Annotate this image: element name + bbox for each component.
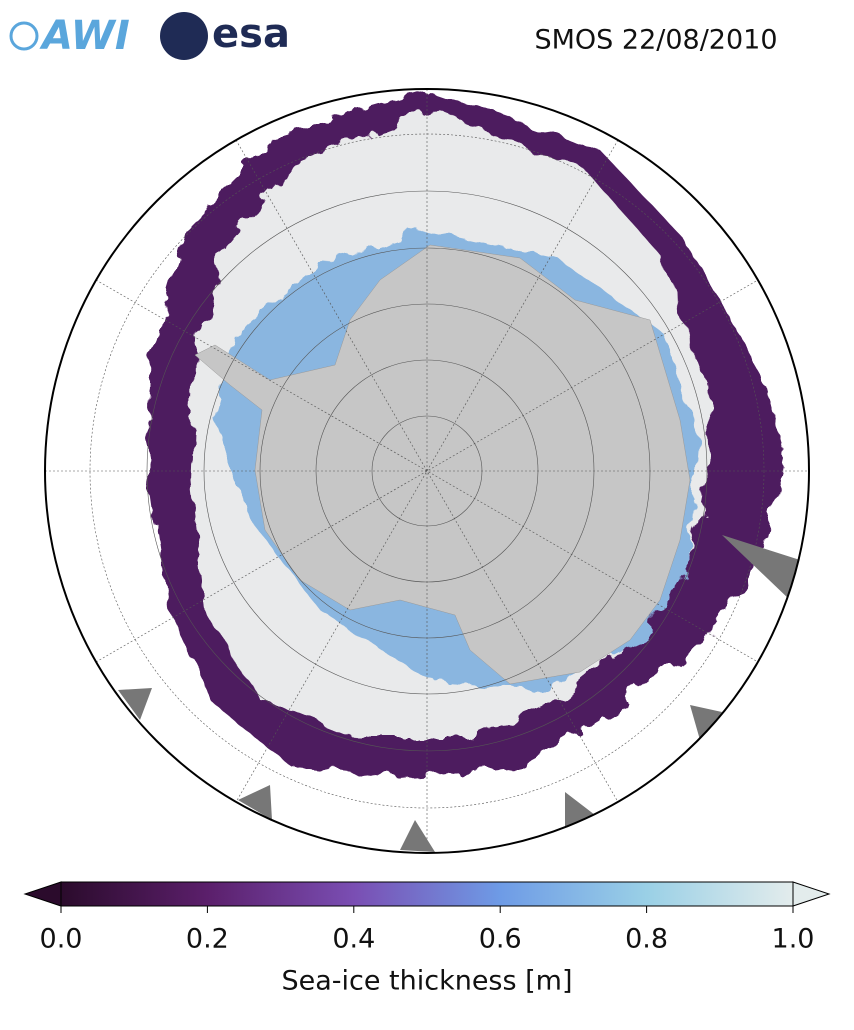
- esa-mark: [160, 12, 208, 60]
- tick-label: 0.0: [40, 924, 83, 955]
- tick-label: 0.2: [186, 924, 229, 955]
- awi-globe: [9, 21, 39, 51]
- extend-low: [23, 881, 62, 907]
- colorbar: 0.0 0.2 0.4 0.6 0.8 1.0: [23, 881, 831, 955]
- map-frame: [44, 88, 810, 854]
- title: SMOS 22/08/2010: [534, 25, 777, 56]
- map: [45, 89, 809, 853]
- tick-label: 0.8: [625, 924, 668, 955]
- logos: AWI esa: [9, 11, 290, 60]
- esa-logo: esa: [212, 11, 290, 57]
- tick-label: 1.0: [772, 924, 815, 955]
- extend-high: [792, 881, 831, 907]
- tick-label: 0.6: [479, 924, 522, 955]
- tick-label: 0.4: [332, 924, 375, 955]
- graticule: [45, 89, 809, 853]
- antarctica: [194, 244, 691, 685]
- colorbar-body: [60, 881, 794, 907]
- awi-logo: AWI: [39, 13, 130, 59]
- colorbar-label: Sea-ice thickness [m]: [281, 966, 572, 997]
